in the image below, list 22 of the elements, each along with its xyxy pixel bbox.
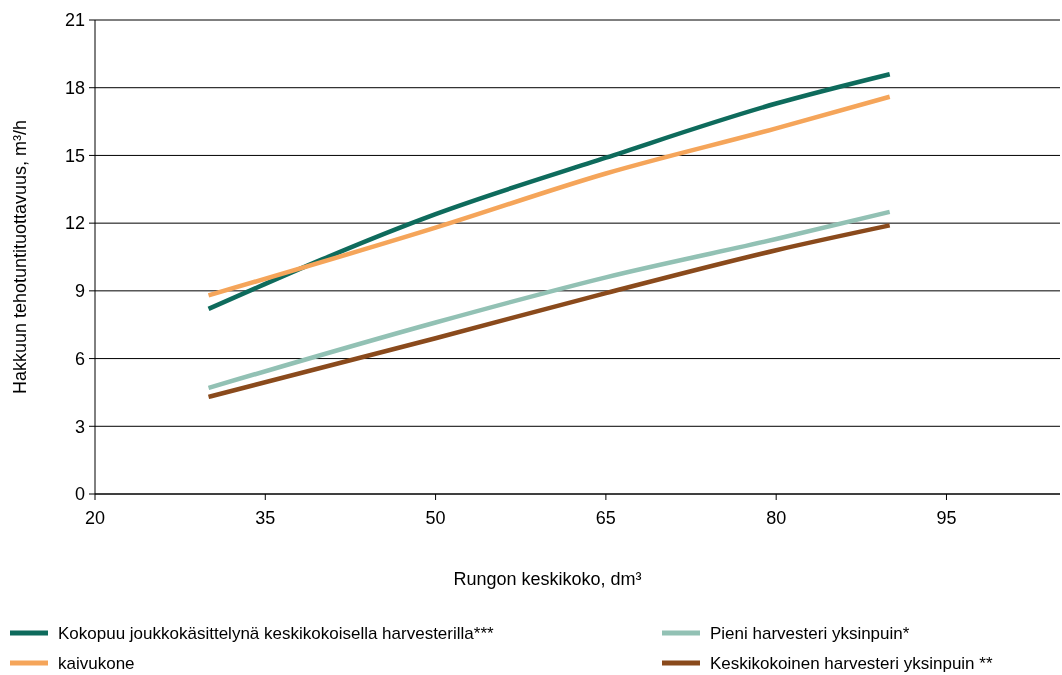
y-tick-label: 12 [64,213,85,234]
legend-label: Kokopuu joukkokäsittelynä keskikokoisella harvesterilla*** [58,623,494,643]
y-tick-label: 3 [74,416,85,437]
legend-label: Keskikokoinen harvesteri yksinpuin ** [710,653,993,673]
legend-label: Pieni harvesteri yksinpuin* [710,623,910,643]
y-tick-label: 0 [74,484,85,505]
x-tick-label: 35 [255,508,276,528]
line-series [206,94,892,298]
x-tick-label: 20 [84,508,106,528]
x-tick-label: 50 [425,508,446,528]
x-tick-label: 95 [936,508,957,528]
x-tick-label: 65 [595,508,616,528]
y-tick-label: 18 [64,78,85,99]
x-axis-title: Rungon keskikoko, dm³ [453,569,642,589]
y-tick-label: 21 [64,10,85,31]
legend-label: kaivukone [58,653,135,673]
y-axis-title: Hakkuun tehotuntituottavuus, m³/h [10,119,30,395]
y-tick-label: 6 [74,348,85,369]
y-tick-label: 9 [74,281,85,302]
x-tick-label: 80 [766,508,787,528]
y-tick-label: 15 [64,145,85,166]
line-series [206,71,892,312]
